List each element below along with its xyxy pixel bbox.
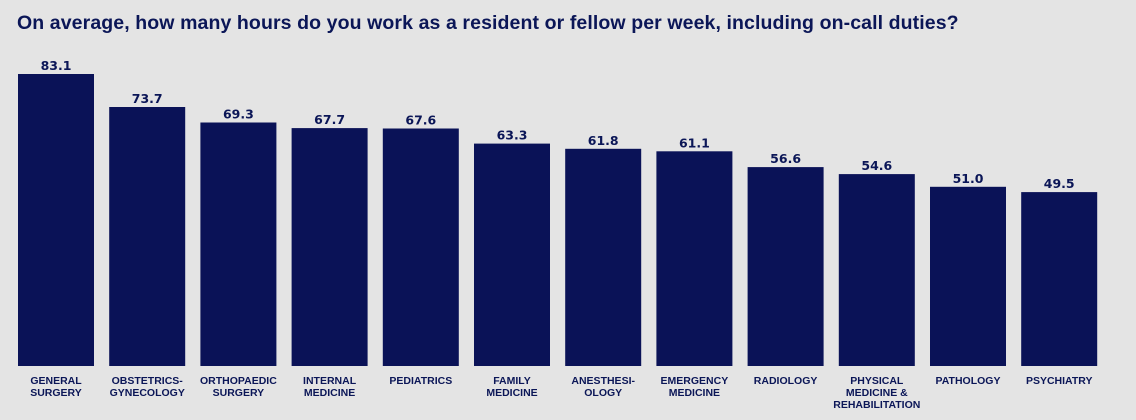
value-label-8: 56.6: [770, 151, 801, 166]
value-label-1: 73.7: [132, 91, 163, 106]
category-label-line: OLOGY: [584, 387, 622, 399]
bar-10: [930, 186, 1006, 366]
category-label-line: FAMILY: [493, 375, 531, 387]
value-label-11: 49.5: [1044, 176, 1075, 191]
category-label-3: INTERNAL MEDICINE: [303, 375, 357, 399]
category-label-line: MEDICINE: [304, 387, 355, 399]
category-label-line: PATHOLOGY: [936, 375, 1001, 387]
category-label-0: GENERAL SURGERY: [30, 375, 82, 399]
bar-2: [200, 122, 277, 366]
category-label-line: SURGERY: [30, 387, 82, 399]
bar-1: [109, 107, 186, 366]
category-label-line: GYNECOLOGY: [110, 387, 185, 399]
bar-8: [747, 167, 824, 366]
bar-7: [656, 151, 733, 366]
bar-11: [1021, 192, 1098, 366]
category-label-line: MEDICINE: [486, 387, 537, 399]
category-label-line: RADIOLOGY: [754, 375, 818, 387]
bar-3: [291, 128, 368, 366]
category-label-6: ANESTHESI-OLOGY: [571, 375, 635, 399]
value-label-5: 63.3: [497, 128, 528, 143]
category-label-line: MEDICINE &: [846, 387, 908, 399]
category-label-line: GENERAL: [30, 375, 82, 387]
value-label-10: 51.0: [953, 171, 984, 186]
value-label-3: 67.7: [314, 112, 345, 127]
bar-9: [838, 174, 915, 366]
category-label-9: PHYSICAL MEDICINE & REHABILITATION: [833, 375, 920, 411]
value-label-6: 61.8: [588, 133, 619, 148]
category-label-line: PHYSICAL: [850, 375, 904, 387]
bar-6: [565, 148, 642, 366]
category-label-line: EMERGENCY: [661, 375, 729, 387]
category-label-line: MEDICINE: [669, 387, 720, 399]
bar-5: [474, 143, 550, 366]
category-label-line: REHABILITATION: [833, 399, 920, 411]
value-labels-layer: 83.1 73.7 69.3 67.7 67.6 63.3 61.8 61.1 56.6 54.6…: [41, 58, 1075, 191]
value-label-7: 61.1: [679, 135, 710, 150]
bar-4: [382, 128, 459, 366]
category-label-10: PATHOLOGY: [936, 375, 1001, 387]
category-label-2: ORTHOPAEDIC SURGERY: [200, 375, 277, 399]
category-label-line: ANESTHESI-: [571, 375, 635, 387]
category-label-4: PEDIATRICS: [389, 375, 452, 387]
value-label-0: 83.1: [41, 58, 72, 73]
category-label-7: EMERGENCY MEDICINE: [661, 375, 729, 399]
category-label-11: PSYCHIATRY: [1026, 375, 1093, 387]
category-label-line: ORTHOPAEDIC: [200, 375, 277, 387]
category-label-line: OBSTETRICS-: [112, 375, 184, 387]
category-labels-layer: GENERAL SURGERYOBSTETRICS-GYNECOLOGYORTHO…: [30, 375, 1092, 411]
value-label-9: 54.6: [861, 158, 892, 173]
bars-layer: [18, 74, 1098, 366]
category-label-line: SURGERY: [213, 387, 265, 399]
category-label-line: PEDIATRICS: [389, 375, 452, 387]
category-label-5: FAMILY MEDICINE: [486, 375, 537, 399]
chart-title: On average, how many hours do you work a…: [17, 12, 959, 34]
bar-0: [18, 74, 94, 366]
category-label-1: OBSTETRICS-GYNECOLOGY: [110, 375, 185, 399]
value-label-4: 67.6: [405, 113, 436, 128]
category-label-line: PSYCHIATRY: [1026, 375, 1093, 387]
category-label-8: RADIOLOGY: [754, 375, 818, 387]
category-label-line: INTERNAL: [303, 375, 357, 387]
value-label-2: 69.3: [223, 107, 254, 122]
